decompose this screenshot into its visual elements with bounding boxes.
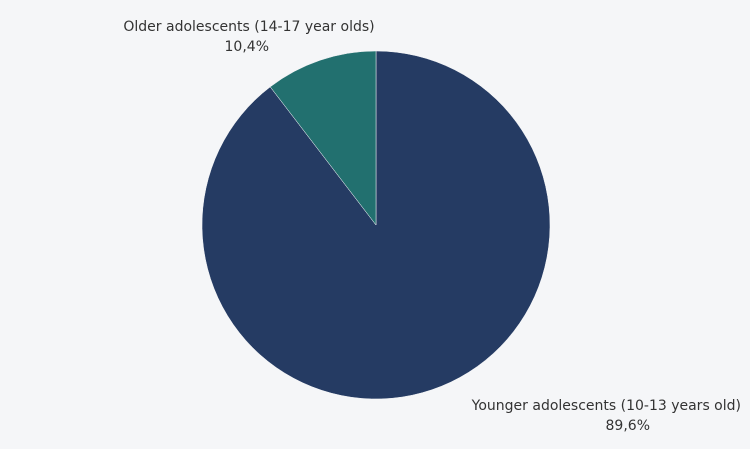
slice-label: Younger adolescents (10-13 years old) [471, 398, 741, 414]
slice-value: 10,4% [225, 39, 269, 55]
slice-value: 89,6% [606, 418, 650, 434]
pie-slice [269, 50, 377, 226]
slice-label: Older adolescents (14-17 year olds) [123, 19, 374, 35]
